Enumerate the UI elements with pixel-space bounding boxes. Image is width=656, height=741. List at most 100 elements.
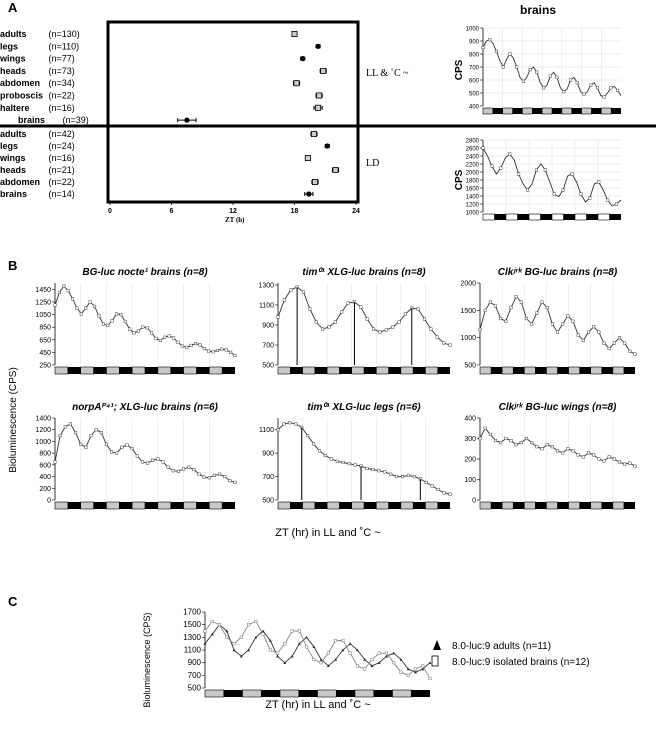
y-tick-label: 800 bbox=[39, 451, 51, 458]
dark-bar-segment bbox=[609, 214, 621, 220]
subjective-day-bar-segment bbox=[546, 366, 558, 375]
data-point bbox=[550, 445, 554, 449]
ll-condition-label: LL & ˚C ~ bbox=[366, 68, 409, 79]
data-point bbox=[119, 312, 123, 317]
phase-point bbox=[315, 43, 321, 49]
data-point bbox=[353, 463, 357, 467]
subjective-night-bar-segment bbox=[364, 502, 377, 509]
subjective-night-bar-segment bbox=[290, 502, 303, 509]
phase-row-tissue: legs bbox=[0, 41, 18, 51]
data-point bbox=[543, 168, 547, 172]
data-point bbox=[499, 441, 503, 445]
data-point bbox=[326, 664, 330, 668]
phase-point bbox=[293, 80, 300, 87]
data-point bbox=[282, 298, 286, 302]
data-point bbox=[540, 300, 544, 304]
subjective-night-bar-segment bbox=[223, 690, 243, 697]
data-point bbox=[110, 319, 114, 323]
data-point bbox=[566, 447, 570, 451]
data-point bbox=[254, 619, 258, 624]
data-point bbox=[193, 342, 198, 346]
y-tick-label: 650 bbox=[39, 337, 51, 344]
data-point bbox=[340, 310, 344, 314]
data-point bbox=[132, 331, 136, 335]
data-point bbox=[607, 347, 611, 351]
data-point bbox=[488, 432, 492, 436]
data-point bbox=[282, 422, 286, 426]
data-point bbox=[163, 335, 167, 339]
subjective-night-bar-segment bbox=[388, 367, 401, 374]
y-tick-label: 850 bbox=[39, 325, 51, 332]
data-point bbox=[74, 431, 78, 435]
y-tick-label: 400 bbox=[39, 474, 51, 481]
chart-title: Clkʲʳᵏ BG-luc wings (n=8) bbox=[499, 402, 617, 413]
data-point bbox=[399, 670, 403, 674]
phase-point bbox=[306, 191, 312, 197]
data-point bbox=[305, 645, 309, 649]
subjective-night-bar-segment bbox=[119, 367, 133, 374]
data-point bbox=[612, 457, 616, 461]
data-point bbox=[327, 325, 331, 329]
data-point bbox=[53, 460, 57, 464]
subjective-night-bar-segment bbox=[579, 502, 591, 509]
y-tick-label: 1700 bbox=[183, 608, 201, 617]
data-point bbox=[217, 623, 222, 627]
subjective-day-bar-segment bbox=[204, 689, 225, 698]
light-bar-segment bbox=[505, 213, 518, 221]
y-tick-label: 1250 bbox=[35, 299, 51, 306]
data-point bbox=[377, 469, 381, 473]
data-point bbox=[406, 673, 410, 677]
data-point bbox=[429, 327, 433, 331]
subjective-day-bar-segment bbox=[375, 501, 389, 510]
chart-title: tim⁰¹ XLG-luc brains (n=8) bbox=[302, 267, 426, 278]
subjective-night-bar-segment bbox=[373, 690, 393, 697]
data-point bbox=[171, 469, 175, 473]
y-tick-label: 1000 bbox=[466, 211, 480, 217]
data-point bbox=[391, 325, 395, 329]
subjective-day-bar-segment bbox=[277, 366, 291, 375]
data-point bbox=[130, 446, 134, 451]
data-point bbox=[334, 638, 338, 643]
data-point bbox=[202, 347, 206, 351]
data-point bbox=[383, 470, 387, 474]
subjective-day-bar-segment bbox=[523, 501, 536, 510]
data-point bbox=[435, 335, 439, 339]
phase-row-label: heads (n=73) bbox=[0, 66, 75, 76]
data-point bbox=[135, 454, 139, 458]
data-point bbox=[323, 453, 327, 458]
data-point bbox=[478, 436, 482, 441]
data-point bbox=[385, 654, 388, 658]
y-tick-label: 400 bbox=[464, 416, 476, 423]
data-point bbox=[548, 74, 552, 78]
subjective-day-bar-segment bbox=[131, 366, 146, 375]
data-point bbox=[436, 487, 440, 492]
phase-row-label: abdomen (n=34) bbox=[0, 78, 75, 88]
phase-point bbox=[320, 67, 327, 74]
subjective-day-bar-segment bbox=[183, 501, 197, 510]
subjective-night-bar-segment bbox=[196, 367, 210, 374]
data-point bbox=[356, 648, 359, 652]
data-point bbox=[114, 312, 119, 316]
data-point bbox=[628, 461, 632, 465]
y-tick-label: 900 bbox=[262, 451, 274, 458]
y-tick-label: 900 bbox=[262, 323, 274, 330]
subjective-night-bar-segment bbox=[513, 367, 525, 374]
subjective-day-bar-segment bbox=[54, 501, 69, 510]
data-point bbox=[633, 352, 637, 356]
phase-x-tick-label: 0 bbox=[108, 208, 112, 215]
y-tick-label: 1100 bbox=[259, 303, 274, 310]
y-tick-label: 2000 bbox=[460, 281, 476, 288]
subjective-day-bar-segment bbox=[302, 501, 316, 510]
light-bar-segment bbox=[597, 213, 610, 221]
phase-x-tick-label: 6 bbox=[170, 208, 174, 215]
ld-condition-label: LD bbox=[366, 158, 379, 169]
data-point bbox=[617, 336, 622, 340]
data-point bbox=[421, 667, 425, 671]
subjective-night-bar-segment bbox=[261, 690, 280, 697]
data-point bbox=[276, 651, 280, 655]
y-tick-label: 200 bbox=[39, 486, 51, 493]
data-point bbox=[581, 455, 585, 459]
data-point bbox=[561, 322, 565, 326]
phase-row-label: proboscis (n=22) bbox=[0, 91, 75, 101]
data-point bbox=[372, 327, 376, 331]
